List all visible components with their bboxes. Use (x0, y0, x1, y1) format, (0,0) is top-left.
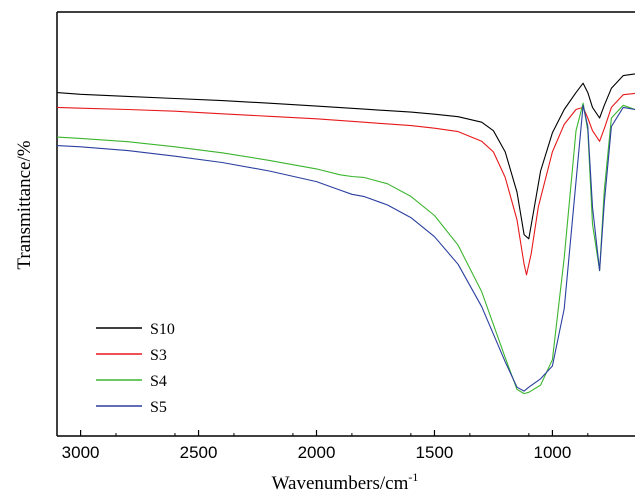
legend-label-s5: S5 (150, 399, 167, 416)
series-layer (56, 73, 635, 395)
x-tick-label: 2000 (298, 443, 336, 462)
x-tick-label: 1000 (534, 443, 572, 462)
legend: S10 S3 S4 S5 (96, 321, 175, 416)
series-line-s3 (56, 92, 635, 276)
x-tick-label: 3000 (62, 443, 100, 462)
y-axis-label: Transmittance/% (14, 140, 35, 269)
x-axis-ticks: 3000 2500 2000 1500 1000 (56, 430, 589, 462)
series-line-s10 (56, 73, 635, 240)
series-line-s4 (56, 102, 635, 395)
plot-frame (56, 11, 635, 437)
x-tick-label: 1500 (416, 443, 454, 462)
legend-label-s3: S3 (150, 347, 167, 364)
x-axis-label: Wavenumbers/cm-1 (272, 470, 419, 494)
x-tick-label: 2500 (180, 443, 218, 462)
legend-label-s10: S10 (150, 321, 175, 338)
series-line-s5 (56, 104, 635, 392)
legend-label-s4: S4 (150, 373, 167, 390)
